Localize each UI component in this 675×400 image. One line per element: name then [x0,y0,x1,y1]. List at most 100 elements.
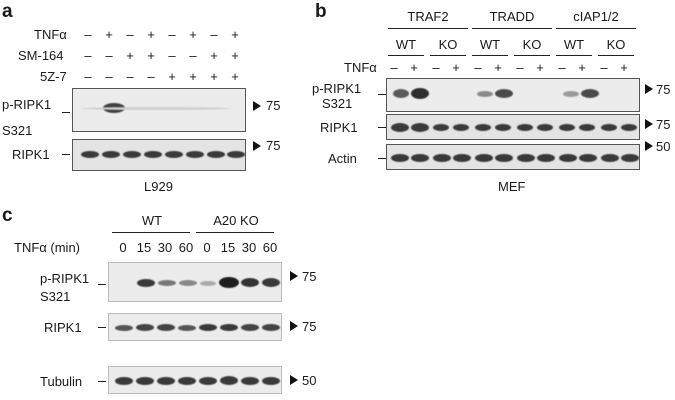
panel-b-pripk1-blot [386,78,640,112]
panel-a-sign-r2-l8: + [231,48,239,63]
panel-a-sign-r3-l5: + [168,69,176,84]
panel-c-time-5: 0 [203,240,211,255]
panel-c-pripk1-band-7 [241,278,259,287]
panel-b-ripk1-band-5 [475,124,491,131]
panel-c-ripk1-label: RIPK1 [44,320,82,335]
panel-c-letter: c [2,205,13,226]
panel-b-actin-band-9 [559,154,577,162]
panel-b-rule-ciap [556,28,636,29]
panel-b-ripk1-band-3 [433,124,449,131]
panel-b-genotype-5: WT [563,37,585,52]
panel-b-actin-band-7 [517,154,535,162]
panel-b-pripk1-band-2 [411,88,429,99]
panel-a-pripk1-marker: 75 [266,98,281,113]
panel-c-ripk1-band-4 [178,325,196,331]
panel-c-tubulin-blot [108,366,282,394]
panel-b-sign-7: – [516,60,524,75]
panel-a-sign-r1-l6: + [189,27,197,42]
panel-b-ripk1-band-4 [453,124,469,131]
panel-a-sign-r2-l3: + [126,48,134,63]
panel-b-actin-band-2 [411,154,429,162]
panel-b-sign-9: – [558,60,566,75]
panel-b-pripk1-band-5 [563,91,579,97]
panel-b-pripk1-marker: 75 [656,82,671,97]
panel-a-pripk1-marker-arrow [253,101,261,111]
panel-c-tubulin-band-3 [157,377,175,385]
panel-b-rule-tradd [472,28,552,29]
panel-c-pripk1-site-label: S321 [40,289,71,304]
panel-c-tubulin-tick [98,381,106,382]
panel-a-ripk1-marker: 75 [266,138,281,153]
panel-b-sign-8: + [536,60,544,75]
panel-b-sign-10: + [578,60,586,75]
panel-b-ripk1-band-9 [559,124,575,131]
panel-b-actin-band-5 [475,154,493,162]
panel-b-actin-band-12 [621,154,639,162]
panel-b-ripk1-blot [386,114,640,140]
panel-b-group-traf2: TRAF2 [407,9,449,24]
panel-b-genotype-6: KO [606,37,626,52]
panel-b-rule-ko-3 [598,55,634,56]
panel-b-actin-band-3 [433,154,451,162]
panel-c-time-6: 15 [220,240,236,255]
panel-c-time-7: 30 [241,240,257,255]
panel-b-ripk1-marker: 75 [656,117,671,132]
panel-a-ripk1-band-2 [102,151,120,158]
panel-c-ripk1-marker: 75 [302,319,317,334]
panel-a-ripk1-band-3 [123,151,141,158]
panel-b-ripk1-band-10 [579,124,595,131]
panel-b-actin-blot [386,144,640,170]
panel-c-pripk1-band-8 [262,278,280,287]
panel-b-rule-traf2 [388,28,468,29]
panel-a-sign-r3-l4: – [147,69,155,84]
panel-c-pripk1-band-2 [137,279,155,287]
panel-c-ripk1-marker-arrow [290,321,298,331]
panel-b-genotype-4: KO [522,37,542,52]
panel-c-rule-wt [112,232,190,233]
panel-b-group-ciap: cIAP1/2 [573,9,619,24]
panel-b-ripk1-band-11 [601,124,617,131]
panel-c-ripk1-band-8 [262,324,280,331]
panel-b-pripk1-band-1 [393,89,409,98]
panel-b-rule-ko-1 [430,55,466,56]
panel-c-ripk1-band-2 [136,324,154,331]
panel-b-pripk1-label: p-RIPK1 [312,81,362,96]
panel-c-tubulin-band-2 [136,377,154,385]
panel-c-time-3: 30 [157,240,173,255]
panel-a-sign-r2-l6: – [189,48,197,63]
panel-b-rule-wt-1 [388,55,424,56]
panel-a-pripk1-band-faint [81,107,231,110]
panel-a-letter: a [2,1,13,22]
panel-b-pripk1-site-label: S321 [322,96,353,111]
panel-b-ripk1-band-1 [391,123,409,132]
panel-b-actin-band-11 [601,154,619,162]
panel-a-ripk1-blot [72,139,246,171]
panel-a-ripk1-band-6 [186,151,204,158]
panel-a-sign-r2-l1: – [84,48,92,63]
panel-b-letter: b [315,1,327,22]
panel-a-sign-r2-l7: + [210,48,218,63]
panel-b-tnf-label: TNFα [344,60,377,75]
panel-a-ripk1-band-5 [165,151,183,158]
panel-b-genotype-1: WT [395,37,417,52]
panel-a-cell-line: L929 [144,179,173,194]
panel-a-sign-r1-l8: + [231,27,239,42]
panel-c-pripk1-band-4 [179,280,197,286]
panel-b-actin-marker: 50 [656,139,671,154]
panel-c-tubulin-band-4 [178,377,196,385]
panel-b-sign-1: – [390,60,398,75]
panel-c-tubulin-band-7 [241,377,259,385]
panel-c-tubulin-band-6 [220,376,238,385]
panel-b-actin-band-6 [495,154,513,162]
panel-a-sign-r2-l4: + [147,48,155,63]
panel-b-sign-6: + [494,60,502,75]
panel-c-ripk1-band-7 [241,324,259,331]
panel-c-pripk1-blot [108,262,282,302]
panel-a-pripk1-site-label: S321 [2,123,33,138]
panel-b-rule-wt-3 [556,55,592,56]
panel-b-pripk1-band-3 [477,91,493,97]
panel-c-ripk1-blot [108,313,282,341]
panel-c-pripk1-marker: 75 [302,269,317,284]
panel-b-rule-ko-2 [514,55,550,56]
panel-a-sign-r3-l6: + [189,69,197,84]
